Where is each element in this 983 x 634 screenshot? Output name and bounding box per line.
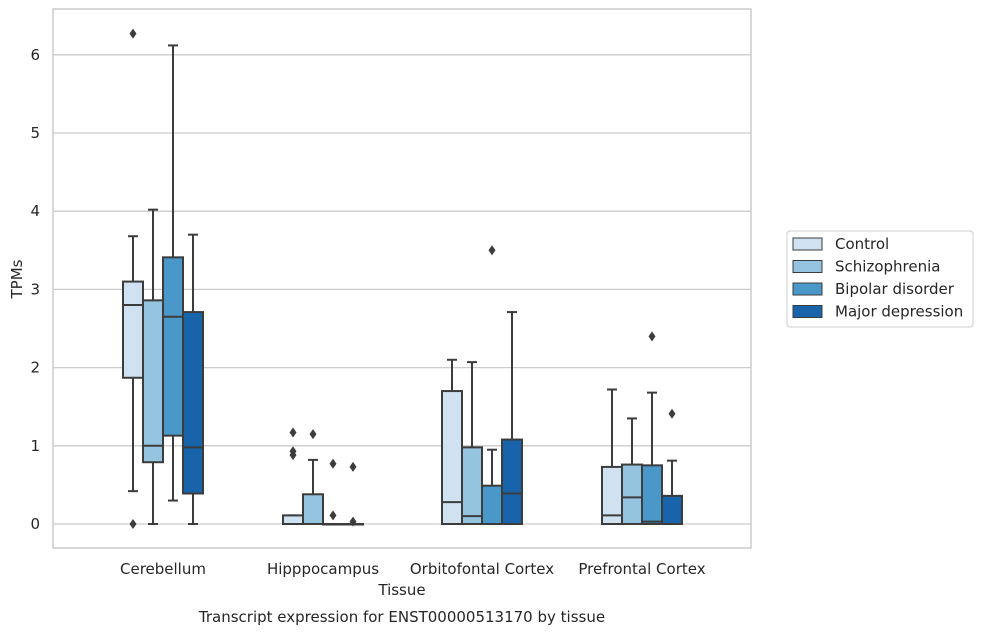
box [182, 311, 204, 495]
y-tick-label: 3 [30, 280, 40, 298]
boxes [122, 28, 683, 529]
outlier-point [309, 429, 317, 440]
legend-swatch [792, 237, 823, 251]
box-group [322, 458, 344, 526]
x-axis-label: Tissue [377, 581, 425, 599]
x-tick-label: Orbitofontal Cortex [410, 560, 554, 578]
box [501, 438, 523, 526]
outlier-point [668, 408, 676, 419]
box-group [441, 358, 463, 525]
outlier-point [349, 516, 357, 527]
x-tick-label: Prefrontal Cortex [578, 560, 705, 578]
outlier-point [488, 245, 496, 256]
box [162, 256, 184, 437]
box [441, 390, 463, 525]
legend-label: Control [835, 235, 889, 253]
outlier-point [129, 28, 137, 39]
box-group [621, 417, 643, 525]
box-group [342, 461, 364, 527]
plot-area [52, 8, 752, 549]
legend-swatch [792, 260, 823, 273]
outlier-point [289, 427, 297, 438]
outlier-point [329, 510, 337, 521]
box [282, 514, 304, 526]
box-group [661, 408, 683, 525]
y-axis-ticks: 0 1 2 3 4 5 6 [30, 46, 40, 533]
legend-frame [786, 230, 974, 328]
outlier-point [349, 461, 357, 472]
y-tick-label: 4 [30, 202, 40, 220]
y-tick-label: 0 [30, 515, 40, 533]
outlier-point [648, 331, 656, 342]
legend-label: Bipolar disorder [835, 280, 955, 298]
box-group [162, 44, 184, 502]
box-group [142, 208, 164, 525]
box-group [282, 427, 304, 526]
box-group [481, 245, 503, 526]
box [481, 484, 503, 526]
y-tick-label: 2 [30, 359, 40, 377]
x-axis-ticks: Cerebellum Hipppocampus Orbitofontal Corte… [120, 560, 706, 578]
outlier-point [129, 519, 137, 529]
box [461, 446, 483, 526]
box-group [302, 429, 324, 525]
box-group [182, 233, 204, 525]
y-tick-label: 6 [30, 46, 40, 64]
box [621, 463, 643, 525]
outlier-point [329, 458, 337, 469]
box-group [122, 28, 144, 529]
box [122, 280, 144, 379]
box-group [461, 361, 483, 526]
box [302, 493, 324, 525]
legend: Control Schizophrenia Bipolar disorder Majo… [786, 230, 974, 328]
y-axis-label: TPMs [8, 259, 26, 299]
box-group [601, 388, 623, 525]
x-tick-label: Hipppocampus [267, 560, 379, 578]
box [661, 494, 683, 525]
legend-swatch [792, 282, 823, 296]
legend-swatch [792, 305, 823, 318]
box [142, 299, 164, 464]
outlier-point [289, 446, 297, 457]
box [641, 464, 663, 526]
chart-caption: Transcript expression for ENST0000051317… [198, 608, 605, 626]
y-tick-label: 5 [30, 124, 40, 142]
x-tick-label: Cerebellum [120, 560, 206, 578]
legend-label: Schizophrenia [835, 258, 940, 276]
y-tick-label: 1 [30, 437, 40, 455]
legend-label: Major depression [835, 303, 963, 321]
box-group [641, 331, 663, 526]
box-group [501, 311, 523, 526]
